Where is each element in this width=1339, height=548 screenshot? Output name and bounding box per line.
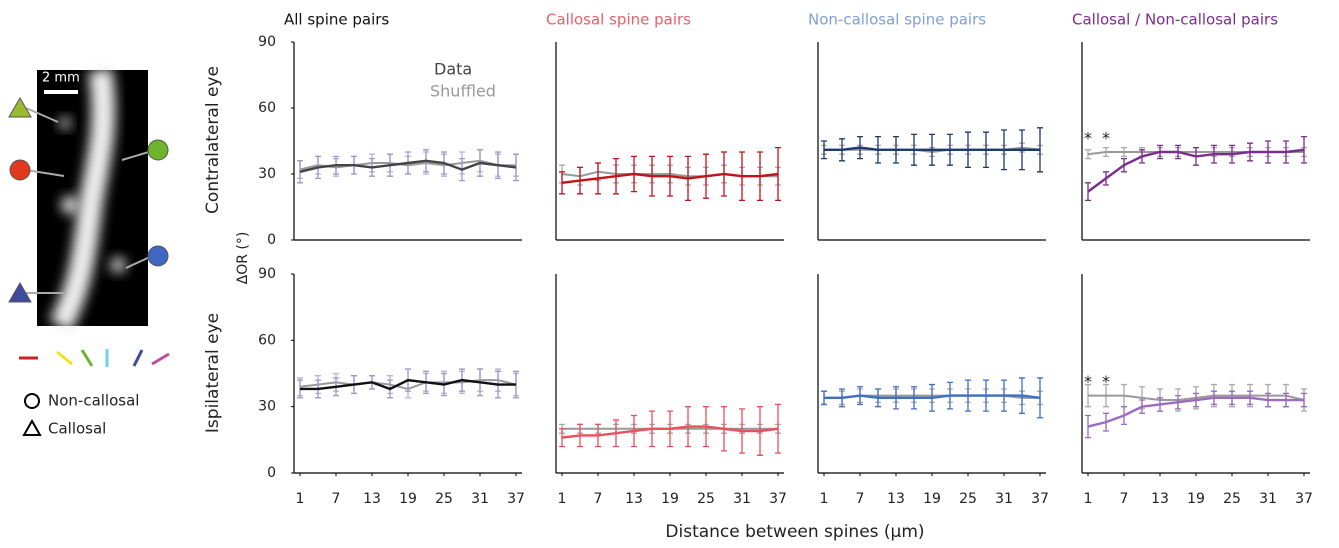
spine <box>110 257 126 273</box>
legend-label: Shuffled <box>430 82 496 101</box>
x-tick-label: 7 <box>332 491 341 507</box>
y-tick-label: 0 <box>267 465 276 481</box>
x-tick-label: 19 <box>923 491 941 507</box>
row-label: Ispilateral eye <box>203 313 223 433</box>
panel: 1 7 13 19 25 31 37 * * <box>1082 274 1313 507</box>
x-tick-label: 1 <box>820 491 829 507</box>
panel: 1 7 13 19 25 31 37 <box>556 274 787 507</box>
x-tick-label: 13 <box>363 491 381 507</box>
panel: All spine pairs 0 30 60 90 Shuffled Data <box>258 11 522 249</box>
x-tick-label: 31 <box>471 491 489 507</box>
legend-label: Callosal <box>48 420 106 438</box>
panel: Callosal / Non-callosal pairs * * <box>1072 11 1310 241</box>
y-tick-label: 90 <box>258 34 276 50</box>
color-key <box>19 349 169 367</box>
y-tick-label: 30 <box>258 399 276 415</box>
panel-title: Callosal / Non-callosal pairs <box>1072 11 1278 29</box>
circle-marker <box>148 140 168 160</box>
x-tick-label: 19 <box>1187 491 1205 507</box>
x-tick-label: 31 <box>995 491 1013 507</box>
x-axis-label: Distance between spines (µm) <box>665 522 924 542</box>
x-tick-label: 37 <box>1031 491 1049 507</box>
x-tick-label: 37 <box>769 491 787 507</box>
triangle-marker <box>9 98 31 117</box>
y-tick-label: 90 <box>258 266 276 282</box>
legend-circle <box>25 394 39 408</box>
series-line <box>1088 150 1304 192</box>
x-tick-label: 31 <box>733 491 751 507</box>
x-tick-label: 1 <box>1084 491 1093 507</box>
legend-label: Data <box>434 60 472 79</box>
y-axis-label: ΔOR (°) <box>235 232 251 285</box>
circle-marker <box>10 160 30 180</box>
panel-title: Non-callosal spine pairs <box>808 11 986 29</box>
x-tick-label: 13 <box>625 491 643 507</box>
y-tick-label: 0 <box>267 232 276 248</box>
x-tick-label: 7 <box>594 491 603 507</box>
figure: 2 mm Non-callosal Callosal Contralateral… <box>0 0 1339 548</box>
x-tick-label: 13 <box>1151 491 1169 507</box>
x-tick-label: 19 <box>399 491 417 507</box>
panel: Non-callosal spine pairs <box>808 11 1046 241</box>
panel: 1 7 13 19 25 31 37 <box>818 274 1049 507</box>
micrograph: 2 mm Non-callosal Callosal <box>9 70 169 438</box>
panel: 0 30 60 90 1 7 13 19 25 31 37 <box>258 266 525 507</box>
x-tick-label: 37 <box>507 491 525 507</box>
x-tick-label: 37 <box>1295 491 1313 507</box>
scale-label: 2 mm <box>42 71 80 86</box>
panel-title: All spine pairs <box>284 11 389 29</box>
x-tick-label: 25 <box>959 491 977 507</box>
x-tick-label: 7 <box>856 491 865 507</box>
x-tick-label: 25 <box>697 491 715 507</box>
spine <box>61 196 79 214</box>
x-tick-label: 25 <box>435 491 453 507</box>
x-tick-label: 31 <box>1259 491 1277 507</box>
x-tick-label: 7 <box>1120 491 1129 507</box>
circle-marker <box>148 246 168 266</box>
legend-triangle <box>24 421 40 435</box>
x-tick-label: 1 <box>296 491 305 507</box>
legend-label: Non-callosal <box>48 392 139 410</box>
annotation: * <box>1102 128 1110 147</box>
y-tick-label: 60 <box>258 100 276 116</box>
panel: Callosal spine pairs <box>546 11 784 241</box>
y-tick-label: 30 <box>258 166 276 182</box>
panel-title: Callosal spine pairs <box>546 11 691 29</box>
x-tick-label: 19 <box>661 491 679 507</box>
row-label: Contralateral eye <box>203 66 223 214</box>
annotation: * <box>1084 372 1092 391</box>
x-tick-label: 1 <box>558 491 567 507</box>
x-tick-label: 25 <box>1223 491 1241 507</box>
x-tick-label: 13 <box>887 491 905 507</box>
annotation: * <box>1084 128 1092 147</box>
y-tick-label: 60 <box>258 332 276 348</box>
annotation: * <box>1102 372 1110 391</box>
spine <box>59 117 71 129</box>
